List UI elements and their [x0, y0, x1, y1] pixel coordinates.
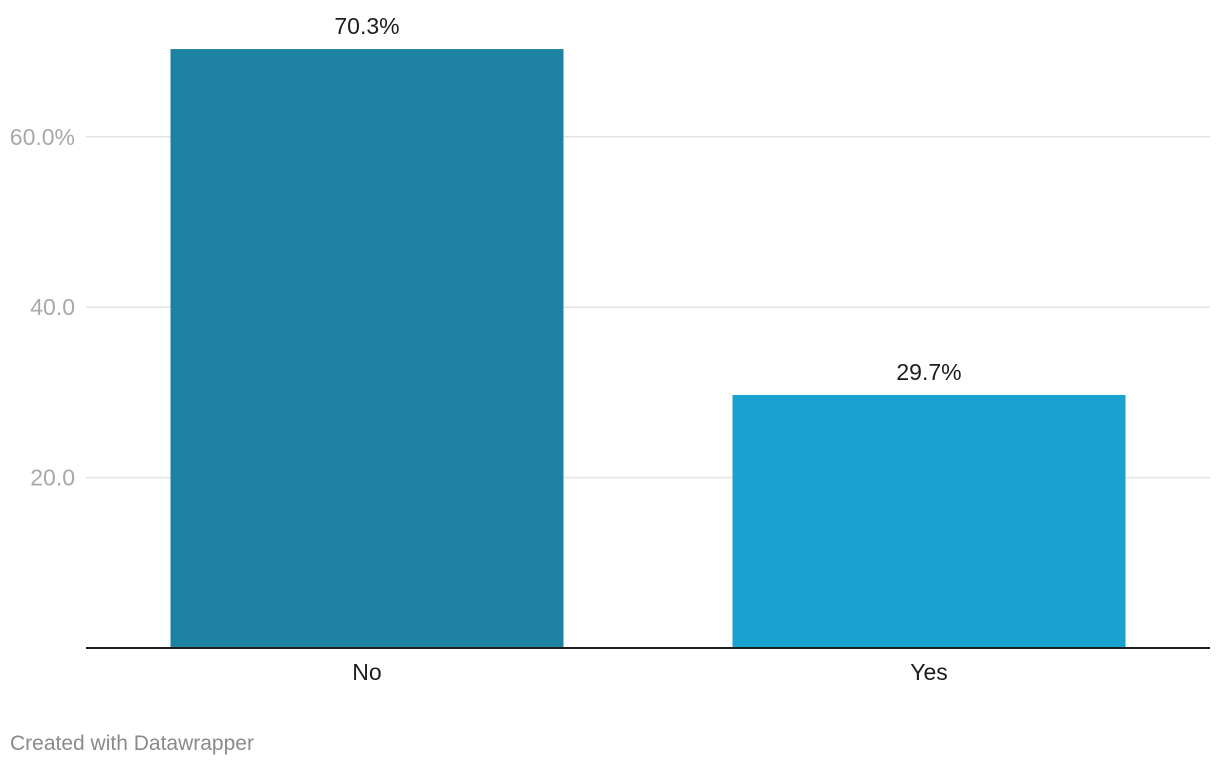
value-labels: 70.3% 29.7%: [334, 13, 961, 385]
value-label: 29.7%: [896, 359, 961, 385]
value-label: 70.3%: [334, 13, 399, 39]
bar-yes: [732, 394, 1126, 648]
bars: [170, 49, 1126, 648]
x-category-label: Yes: [910, 659, 948, 685]
y-tick-label: 60.0%: [10, 124, 75, 150]
bar-no: [170, 49, 564, 648]
footer-credit: Created with Datawrapper: [10, 732, 254, 755]
x-category-label: No: [352, 659, 381, 685]
category-labels: No Yes: [352, 659, 947, 685]
y-tick-label: 20.0: [30, 465, 75, 491]
y-tick-label: 40.0: [30, 294, 75, 320]
y-axis-ticks: 20.0 40.0 60.0%: [10, 124, 75, 491]
